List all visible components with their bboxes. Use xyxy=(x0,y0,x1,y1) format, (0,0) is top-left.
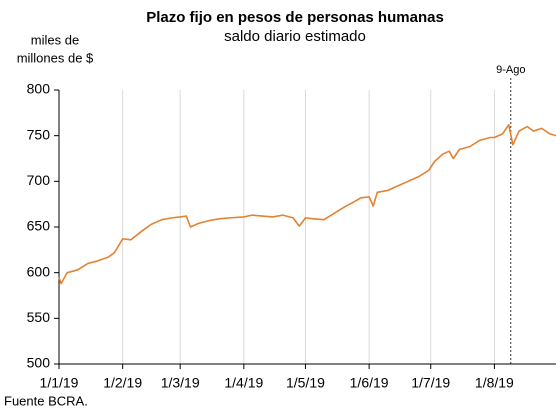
y-tick-label: 600 xyxy=(27,263,51,279)
y-tick-label: 650 xyxy=(27,218,51,234)
y-tick-label: 700 xyxy=(27,172,51,188)
x-tick-label: 1/2/19 xyxy=(103,375,142,391)
y-tick-label: 800 xyxy=(27,81,51,97)
y-tick-label: 750 xyxy=(27,126,51,142)
chart-subtitle: saldo diario estimado xyxy=(224,28,366,45)
chart-title: Plazo fijo en pesos de personas humanas xyxy=(146,9,444,26)
x-tick-label: 1/6/19 xyxy=(350,375,389,391)
x-tick-label: 1/7/19 xyxy=(411,375,450,391)
annotation-label: 9-Ago xyxy=(496,64,525,76)
y-axis-label: millones de $ xyxy=(17,50,94,65)
y-axis-label: miles de xyxy=(31,32,79,47)
x-tick-label: 1/8/19 xyxy=(475,375,514,391)
x-tick-label: 1/5/19 xyxy=(286,375,325,391)
y-tick-label: 500 xyxy=(27,355,51,371)
x-tick-label: 1/1/19 xyxy=(40,375,79,391)
line-series xyxy=(58,123,556,285)
x-tick-label: 1/4/19 xyxy=(224,375,263,391)
source: Fuente BCRA. xyxy=(4,393,88,408)
x-tick-label: 1/3/19 xyxy=(161,375,200,391)
y-tick-label: 550 xyxy=(27,309,51,325)
